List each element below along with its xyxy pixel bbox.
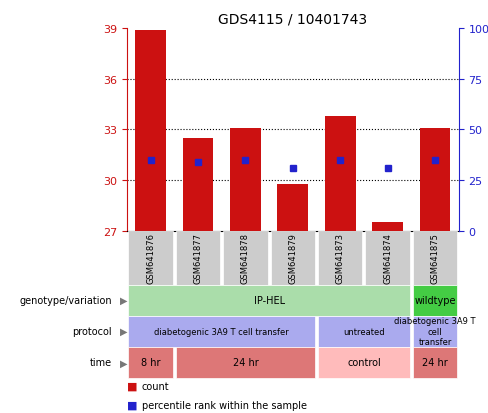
Text: ■: ■ [127, 381, 138, 391]
Bar [325, 116, 356, 231]
Text: GSM641875: GSM641875 [430, 233, 440, 283]
Text: GSM641873: GSM641873 [336, 233, 345, 284]
Text: 8 hr: 8 hr [141, 357, 161, 368]
Bar [135, 31, 166, 231]
Text: GSM641879: GSM641879 [288, 233, 297, 283]
Text: control: control [347, 357, 381, 368]
Text: untreated: untreated [343, 327, 385, 336]
Bar [230, 128, 261, 231]
Text: genotype/variation: genotype/variation [20, 295, 112, 306]
Bar [420, 128, 450, 231]
Text: GSM641877: GSM641877 [193, 233, 203, 284]
Text: GSM641874: GSM641874 [383, 233, 392, 283]
Text: ■: ■ [127, 400, 138, 410]
Text: ▶: ▶ [120, 295, 127, 306]
Bar [183, 138, 213, 231]
Text: IP-HEL: IP-HEL [254, 295, 285, 306]
Text: wildtype: wildtype [414, 295, 456, 306]
Title: GDS4115 / 10401743: GDS4115 / 10401743 [218, 12, 367, 26]
Bar [372, 223, 403, 231]
Bar [277, 184, 308, 231]
Text: protocol: protocol [73, 326, 112, 337]
Text: percentile rank within the sample: percentile rank within the sample [142, 400, 306, 410]
Text: time: time [90, 357, 112, 368]
Text: count: count [142, 381, 169, 391]
Text: diabetogenic 3A9 T
cell
transfer: diabetogenic 3A9 T cell transfer [394, 317, 476, 346]
Text: GSM641876: GSM641876 [146, 233, 155, 284]
Text: diabetogenic 3A9 T cell transfer: diabetogenic 3A9 T cell transfer [154, 327, 289, 336]
Text: ▶: ▶ [120, 326, 127, 337]
Text: ▶: ▶ [120, 357, 127, 368]
Text: GSM641878: GSM641878 [241, 233, 250, 284]
Text: 24 hr: 24 hr [422, 357, 448, 368]
Text: 24 hr: 24 hr [232, 357, 258, 368]
